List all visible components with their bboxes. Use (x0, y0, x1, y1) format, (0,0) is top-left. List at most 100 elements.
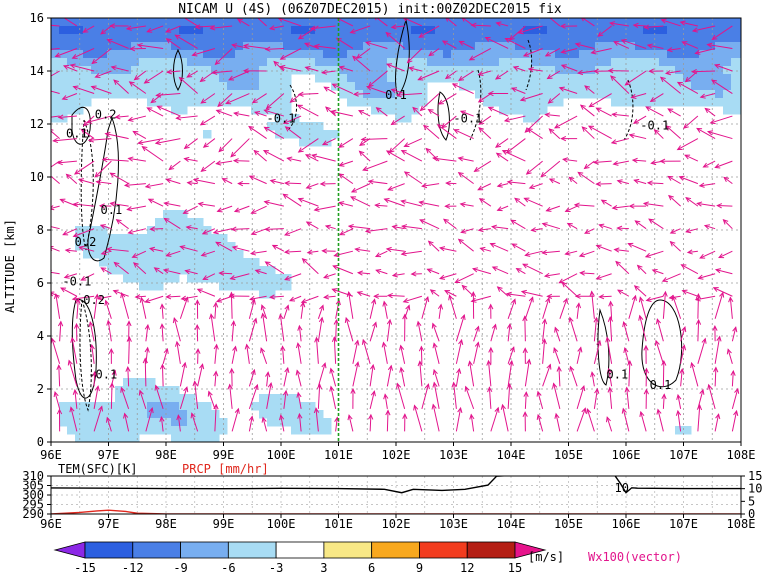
wind-vector (645, 106, 664, 117)
wind-vector (592, 159, 612, 165)
wind-vector (248, 298, 256, 319)
wind-vector (496, 182, 509, 188)
wind-vector (574, 42, 595, 49)
wind-vector (286, 156, 302, 162)
wind-vector (697, 337, 707, 364)
wind-vector (244, 343, 250, 364)
wind-vector (731, 409, 739, 432)
wind-vector (560, 64, 578, 72)
contour-line (641, 299, 683, 388)
wind-vector (148, 246, 164, 252)
wind-vector (396, 382, 406, 410)
wind-vector (444, 203, 457, 209)
wind-vector (399, 344, 406, 364)
wind-vector (520, 289, 543, 297)
wind-vector (541, 222, 561, 230)
wind-vector (280, 345, 286, 364)
wind-vector (51, 160, 60, 168)
wind-vector (269, 178, 284, 185)
sub-x-tick-label: 103E (439, 517, 468, 531)
wind-vector (524, 296, 534, 319)
chart-title: NICAM U (4S) (06Z07DEC2015) init:00Z02DE… (178, 2, 562, 17)
wind-vector (200, 250, 216, 257)
wind-vector (94, 70, 112, 78)
wind-vector (584, 228, 595, 234)
wind-vector (311, 153, 336, 162)
contour-line (71, 299, 97, 399)
wind-vector (576, 385, 586, 410)
wind-vector (51, 129, 60, 139)
colorbar-arrow-left (53, 541, 86, 559)
wind-vector (579, 270, 595, 276)
wind-vector (576, 346, 583, 364)
wind-vector (91, 48, 112, 65)
wind-vector (698, 182, 716, 188)
wind-vector (73, 160, 95, 175)
wind-vector (391, 272, 405, 278)
sub-x-tick-label: 106E (612, 517, 641, 531)
wind-vector (699, 93, 716, 99)
contour-line-dashed (525, 39, 533, 91)
wind-vector (202, 138, 216, 148)
wind-vector (279, 64, 302, 72)
wind-vector (54, 48, 78, 58)
wind-vector (633, 115, 647, 124)
wind-vector (680, 264, 699, 275)
wind-vector (344, 316, 354, 342)
sub-gridlines (51, 476, 741, 514)
wind-vector (478, 198, 492, 207)
wind-vector (620, 38, 647, 49)
wind-vector (248, 295, 267, 302)
wind-vector (385, 31, 405, 49)
wind-vector (51, 245, 60, 252)
contour-label: 0.2 (75, 235, 97, 249)
sub-x-tick-label: 107E (669, 517, 698, 531)
wind-vector (146, 107, 164, 117)
contour-line (437, 91, 450, 141)
wind-vector (78, 245, 95, 252)
wind-vector (679, 368, 685, 387)
wind-vector (108, 347, 114, 364)
wind-vector (64, 247, 77, 254)
wind-vector (251, 93, 267, 104)
wind-vector (236, 18, 250, 27)
contour-label: -0.1 (640, 118, 669, 132)
wind-vector (512, 65, 526, 72)
wind-vector (358, 110, 371, 117)
wind-vector (489, 242, 509, 252)
wind-vector (584, 85, 595, 94)
wind-vector (653, 129, 664, 139)
wind-vector (477, 70, 492, 76)
wind-vector (722, 218, 733, 230)
wind-vector (638, 296, 647, 319)
wind-vector (133, 262, 147, 275)
wind-vector (144, 183, 164, 189)
wind-vector (132, 130, 147, 140)
sub-y-tick-label: 295 (22, 498, 44, 512)
contour-line-dashed (79, 299, 92, 412)
wind-vector (296, 104, 319, 117)
wind-vector (454, 273, 474, 283)
x-tick-label: 106E (612, 448, 641, 462)
contour-label: 0.1 (101, 203, 123, 217)
wind-vector (183, 156, 198, 162)
wind-vector (559, 297, 568, 319)
wind-vector (406, 48, 423, 64)
wind-vector (352, 91, 371, 97)
wind-vector (217, 93, 233, 108)
wind-vector (215, 109, 233, 117)
wind-vector (109, 201, 129, 207)
wind-vector (295, 369, 302, 387)
wind-vector (598, 294, 612, 300)
wind-vector (457, 238, 474, 252)
wind-vector (588, 93, 612, 108)
wind-vector (88, 321, 95, 342)
wind-vector (382, 300, 388, 319)
wind-vector (106, 38, 129, 49)
wind-vector (332, 265, 354, 275)
wind-vector (199, 115, 216, 126)
wind-vector (569, 365, 578, 387)
wind-vector (459, 110, 474, 117)
wind-vector (165, 294, 181, 300)
